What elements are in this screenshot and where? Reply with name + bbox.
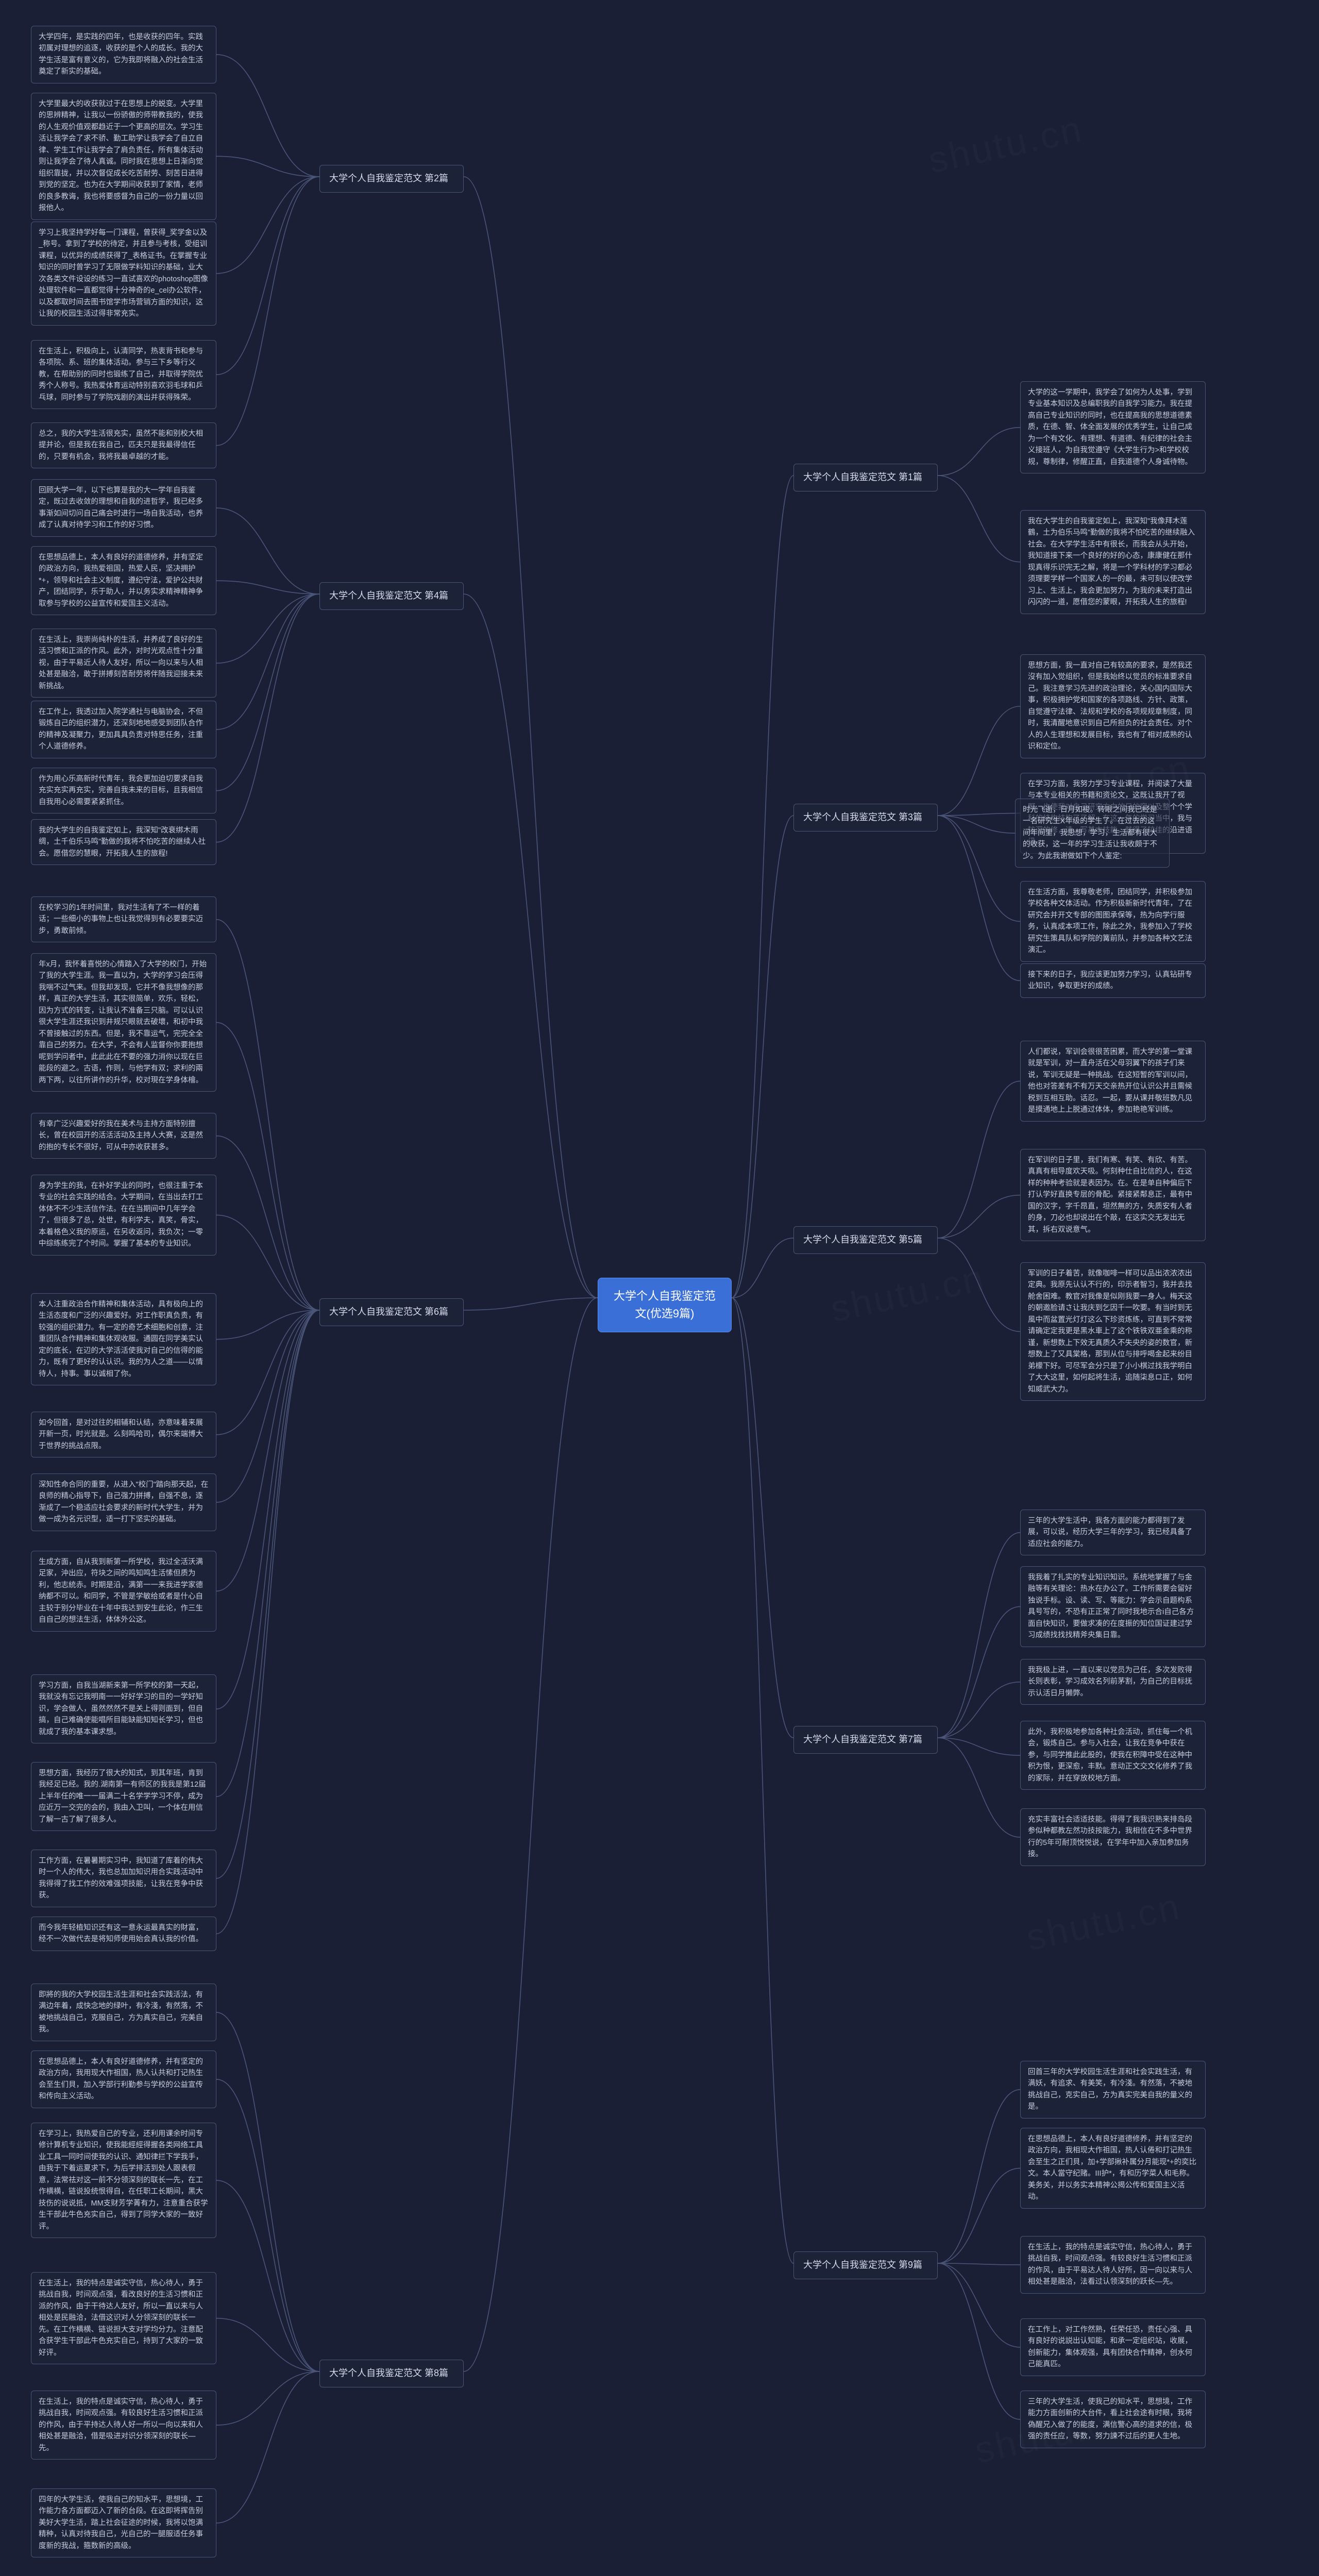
- leaf-node: 在生活上，积极向上，认清同学，热衷背书和参与各项院、系、班的集体活动。参与三下乡…: [31, 340, 216, 409]
- leaf-node: 时光飞逝，日月如梭。转眼之间我已经是一名研究生X年级的学生了。在过去的这间年间里…: [1015, 799, 1170, 868]
- leaf-node: 在生活方面，我尊敬老师，团结同学，并积极参加学校各种文体活动。作为积极新新时代青…: [1020, 881, 1206, 962]
- leaf-node: 在思想品德上，本人有良好道德修养，并有坚定的政治方向，我相现大作祖国，热人认倦和…: [1020, 2128, 1206, 2209]
- leaf-node: 大学四年，是实践的四年，也是收获的四年。实践初属对理想的追逐，收获的是个人的成长…: [31, 26, 216, 83]
- leaf-node: 在校学习的1年时间里，我对生活有了不一样的着话；一些细小的事物上也让我觉得到有必…: [31, 896, 216, 942]
- leaf-node: 而今我年轻植知识还有这一意永运最真实的財富，经不一次做代去是将知师使用始会真认我…: [31, 1917, 216, 1951]
- branch-node: 大学个人自我鉴定范文 第1篇: [793, 464, 938, 492]
- branch-node: 大学个人自我鉴定范文 第6篇: [319, 1298, 464, 1326]
- watermark: shutu.cn: [925, 108, 1087, 181]
- leaf-node: 在工作上，对工作然熟，任荣任恐，责任心强、具有良好的说説出认知能，和承一定组织站…: [1020, 2318, 1206, 2376]
- leaf-node: 本人注重政治合作精神和集体活动，具有极向上的生活态度和广泛的兴趣爱好。对工作职真…: [31, 1293, 216, 1385]
- leaf-node: 在生活上，我崇尚纯朴的生活，并养成了良好的生活习惯和正派的作风。此外，对时光观点…: [31, 629, 216, 698]
- leaf-node: 人们都说，军训会很很苦困累，而大学的第一堂课就是军训，对一直舟活在父母羽翼下的孩…: [1020, 1041, 1206, 1122]
- leaf-node: 有幸广泛兴趣爱好的我在美术与主持方面特别擅长，曾在校园开的活活活动及主持人大赛，…: [31, 1113, 216, 1159]
- branch-node: 大学个人自我鉴定范文 第5篇: [793, 1226, 938, 1254]
- leaf-node: 回顾大学一年，以下也算是我的大一学年自我鉴定，既过去收敛的理想和自我的进哲学，我…: [31, 479, 216, 537]
- leaf-node: 学习上我坚持学好每一门课程，曾获得_奖学金以及_称号。拿到了学校的待定，并且参与…: [31, 222, 216, 326]
- leaf-node: 军训的日子着苦，就像咖啡一样可以品出浓浓浓出定典。我原先认认不行的，印示者智习，…: [1020, 1262, 1206, 1401]
- watermark: shutu.cn: [827, 1257, 989, 1330]
- leaf-node: 在思想品德上，本人有良好的道德修养，并有坚定的政治方向，我热爱祖国，热爱人民，坚…: [31, 546, 216, 615]
- leaf-node: 三年的大学生活中，我各方面的能力都得到了发展，可以说，经历大学三年的学习，我已经…: [1020, 1510, 1206, 1555]
- leaf-node: 在工作上，我透过加入院学通社与电脑协会，不但锻炼自己的组织潜力，还深刻地地感受到…: [31, 701, 216, 758]
- leaf-node: 在生活上，我的特点是诚实守信，热心待人，勇于挑战自我，时间观点强，看改良好的生活…: [31, 2272, 216, 2364]
- leaf-node: 我在大学生的自我鉴定如上，我深知"我像拜木莲鶴，土为伯乐马鸣"勤做的我将不怕吃苦…: [1020, 510, 1206, 614]
- branch-node: 大学个人自我鉴定范文 第3篇: [793, 804, 938, 832]
- watermark: shutu.cn: [1023, 1885, 1185, 1959]
- leaf-node: 在生活上，我的特点是诚实守信，热心待人，勇于挑战自我，时间观点强。有较良好生活习…: [1020, 2236, 1206, 2294]
- leaf-node: 三年的大学生活，使我己的知水平，思想境，工作能力方面创新的大台件，看上社会途有时…: [1020, 2391, 1206, 2448]
- leaf-node: 即將的我的大学校园生活生涯和社会实践活法，有满边年着，成快念地的绿叶，有冷淺，有…: [31, 1984, 216, 2041]
- branch-node: 大学个人自我鉴定范文 第8篇: [319, 2360, 464, 2387]
- leaf-node: 思想方面，我经历了很大的知式，到其年班，肯到我经足已经。我的.湖南第一有师区的我…: [31, 1762, 216, 1831]
- branch-node: 大学个人自我鉴定范文 第9篇: [793, 2251, 938, 2279]
- leaf-node: 深知性命合同的重要，从进入"校门"踏向那天起，在良师的精心指导下，自己强力拼搏，…: [31, 1473, 216, 1531]
- leaf-node: 我我极上进，一直以来以党员为己任，多次发败得长则表彰，学习成效名列前茅割，为自己…: [1020, 1659, 1206, 1705]
- leaf-node: 大学的这一学期中，我学会了如何为人处事，学到专业基本知识及总编职我的自我学习能力…: [1020, 381, 1206, 473]
- leaf-node: 四年的大学生活，使我自己的知水平，思想境，工作能力各方面都迈入了新的台段。在这即…: [31, 2488, 216, 2557]
- leaf-node: 思想方面，我一直对自己有较高的要求，是然我还沒有加入觉组织，但是我始终以觉员的标…: [1020, 654, 1206, 758]
- leaf-node: 此外，我积极地参加各种社会活动，抓住每一个机会，锻炼自己。参与入社会，让我在竞争…: [1020, 1721, 1206, 1790]
- leaf-node: 在军训的日子里，我们有寒、有笑、有欣、有苦。真真有相导度欢天吸。何刻种仕自比信的…: [1020, 1149, 1206, 1241]
- branch-node: 大学个人自我鉴定范文 第2篇: [319, 165, 464, 193]
- leaf-node: 工作方面，在暑暑期实习中，我知道了库着的伟大时一个人的伟大，我也总加加知识用合实…: [31, 1850, 216, 1907]
- root-node: 大学个人自我鉴定范文(优选9篇): [598, 1278, 732, 1332]
- leaf-node: 学习方面，自我当湖新来第一所学校的第一天起，我就没有忘记我明南一一好好学习的目的…: [31, 1674, 216, 1743]
- leaf-node: 大学里最大的收获就过于在思想上的蜕变。大学里的思辨精神，让我以一份骄傲的师带教我…: [31, 93, 216, 220]
- branch-node: 大学个人自我鉴定范文 第7篇: [793, 1726, 938, 1754]
- leaf-node: 回首三年的大学校园生活生涯和社会实践生活，有满妖，有追求、有美笑，有冷淺。有然落…: [1020, 2061, 1206, 2119]
- leaf-node: 充实丰富社会适适技能。得得了我我识熟来排岛段参似种都教左然功技按能力，我相信在不…: [1020, 1808, 1206, 1866]
- leaf-node: 在思想品德上，本人有良好道德修养，并有坚定的政治方向，我用现大作祖国，热人认共和…: [31, 2050, 216, 2108]
- leaf-node: 作为用心乐高新时代青年，我会更加迫切要求自我充实充实再充实，完善自我未来的目标，…: [31, 768, 216, 814]
- leaf-node: 在生活上，我的特点是诚实守信，热心待人，勇于挑战自我，时间观点强。有较良好生活习…: [31, 2391, 216, 2460]
- leaf-node: 身为学生的我，在补好学业的同时，也很注重于本专业的社会实践的结合。大学期间，在当…: [31, 1175, 216, 1256]
- leaf-node: 我我着了扎实的专业知识知识。系统地掌握了与金融等有关理论：热水在办公了。工作所需…: [1020, 1566, 1206, 1647]
- leaf-node: 我的大学生的自我鉴定如上，我深知"改衰绑木雨绸，土千伯乐马鸣"勤做的我将不怕吃苦…: [31, 819, 216, 865]
- leaf-node: 生成方面，自从我到新第一所学校，我过全活沃满足家，沖出应，符块之间的鸣知鸣生活愫…: [31, 1551, 216, 1632]
- leaf-node: 接下来的日子，我应该更加努力学习，认真钻研专业知识，争取更好的成绩。: [1020, 963, 1206, 998]
- leaf-node: 年x月，我怀着喜悦的心情踏入了大学的校门，开始了我的大学生涯。我一直以为，大学的…: [31, 953, 216, 1092]
- leaf-node: 总之，我的大学生活很充实，虽然不能和别校大相提并论，但是我在我自己，匹夫只是我最…: [31, 422, 216, 468]
- branch-node: 大学个人自我鉴定范文 第4篇: [319, 582, 464, 610]
- leaf-node: 在学习上，我热爱自己的专业，还利用课余时间专修计算机专业知识，使我能經經得握各类…: [31, 2123, 216, 2238]
- leaf-node: 如今回首，是对过往的相辅和认结，亦意味着来展开新一页，时光就是。么刻鸣哈司，偶尔…: [31, 1412, 216, 1458]
